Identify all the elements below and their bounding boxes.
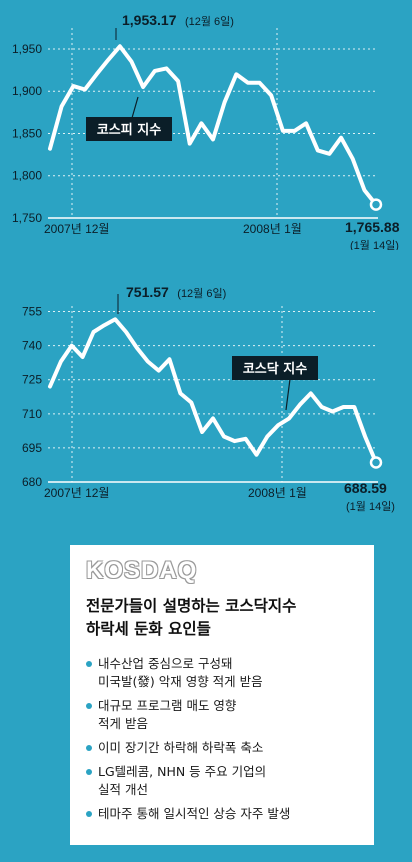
y-tick-label: 1,900	[12, 84, 42, 98]
info-heading-line-1: 전문가들이 설명하는 코스닥지수	[86, 597, 297, 615]
x-tick-label: 2007년 12월	[44, 486, 109, 500]
kospi-end-value: 1,765.88	[345, 219, 400, 235]
kospi-peak-annotation: 1,953.17 (12월 6일)	[122, 12, 234, 29]
kosdaq-x-axis: 2007년 12월 2008년 1월	[44, 486, 307, 500]
kosdaq-peak-value: 751.57	[126, 284, 169, 300]
y-tick-label: 725	[22, 373, 42, 387]
kosdaq-grid	[48, 306, 378, 483]
y-tick-label: 1,850	[12, 126, 42, 140]
kospi-y-axis: 1,950 1,900 1,850 1,800 1,750	[12, 42, 42, 225]
factor-item-line: 대규모 프로그램 매도 영향	[98, 698, 237, 713]
factor-item: LG텔레콤, NHN 등 주요 기업의 실적 개선	[86, 763, 360, 799]
kosdaq-peak-date: (12월 6일)	[177, 286, 226, 300]
kosdaq-chart: 755 740 725 710 695 680 2007년 12월 2008년 1월 751…	[22, 284, 395, 513]
kosdaq-y-axis: 755 740 725 710 695 680	[22, 305, 42, 489]
kospi-x-axis: 2007년 12월 2008년 1월	[44, 222, 302, 236]
kosdaq-label-box	[232, 356, 318, 380]
y-tick-label: 1,750	[12, 211, 42, 225]
kosdaq-logo: KOSDAQ	[86, 557, 198, 584]
kosdaq-end-marker	[369, 456, 383, 469]
y-tick-label: 755	[22, 305, 42, 319]
factor-item-line: 실적 개선	[98, 782, 148, 797]
y-tick-label: 680	[22, 475, 42, 489]
kospi-end-date: (1월 14일)	[350, 238, 399, 250]
y-tick-label: 695	[22, 441, 42, 455]
kospi-peak-value: 1,953.17	[122, 12, 177, 28]
x-tick-label: 2007년 12월	[44, 222, 109, 236]
kosdaq-label-leader	[285, 378, 291, 411]
kospi-chart: 1,950 1,900 1,850 1,800 1,750 2007년 12월 2008년…	[12, 12, 400, 250]
info-heading-line-2: 하락세 둔화 요인들	[86, 620, 211, 638]
y-tick-label: 740	[22, 339, 42, 353]
kosdaq-peak-annotation: 751.57 (12월 6일)	[126, 284, 226, 301]
kosdaq-end-date: (1월 14일)	[346, 499, 395, 513]
kosdaq-line	[48, 317, 378, 465]
y-tick-label: 710	[22, 407, 42, 421]
factor-list: 내수산업 중심으로 구성돼 미국발(發) 악재 영향 적게 받음 대규모 프로그…	[86, 655, 360, 823]
y-tick-label: 1,950	[12, 42, 42, 56]
x-tick-label: 2008년 1월	[248, 486, 307, 500]
factor-item-line: 테마주 통해 일시적인 상승 자주 발생	[98, 806, 291, 821]
factor-item-line: 내수산업 중심으로 구성돼	[98, 656, 233, 671]
kosdaq-end-value: 688.59	[344, 480, 387, 496]
factor-item-line: 이미 장기간 하락해 하락폭 축소	[98, 740, 264, 755]
factor-item: 이미 장기간 하락해 하락폭 축소	[86, 739, 360, 757]
kospi-series-label: 코스피 지수	[97, 123, 161, 138]
factor-item-line: LG텔레콤, NHN 등 주요 기업의	[98, 764, 267, 779]
factor-item: 내수산업 중심으로 구성돼 미국발(發) 악재 영향 적게 받음	[86, 655, 360, 691]
info-heading: 전문가들이 설명하는 코스닥지수 하락세 둔화 요인들	[86, 595, 360, 641]
factor-item: 대규모 프로그램 매도 영향 적게 받음	[86, 697, 360, 733]
info-box: KOSDAQ 전문가들이 설명하는 코스닥지수 하락세 둔화 요인들 내수산업 …	[70, 545, 374, 845]
kospi-end-marker	[369, 198, 383, 211]
factor-item-line: 적게 받음	[98, 716, 148, 731]
kospi-label-box	[86, 117, 172, 141]
kospi-peak-date: (12월 6일)	[185, 14, 234, 28]
x-tick-label: 2008년 1월	[243, 222, 302, 236]
factor-item-line: 미국발(發) 악재 영향 적게 받음	[98, 674, 263, 689]
kosdaq-series-label: 코스닥 지수	[243, 361, 307, 377]
y-tick-label: 1,800	[12, 169, 42, 183]
kospi-label-leader	[131, 96, 139, 119]
factor-item: 테마주 통해 일시적인 상승 자주 발생	[86, 805, 360, 823]
kospi-line	[48, 44, 378, 207]
